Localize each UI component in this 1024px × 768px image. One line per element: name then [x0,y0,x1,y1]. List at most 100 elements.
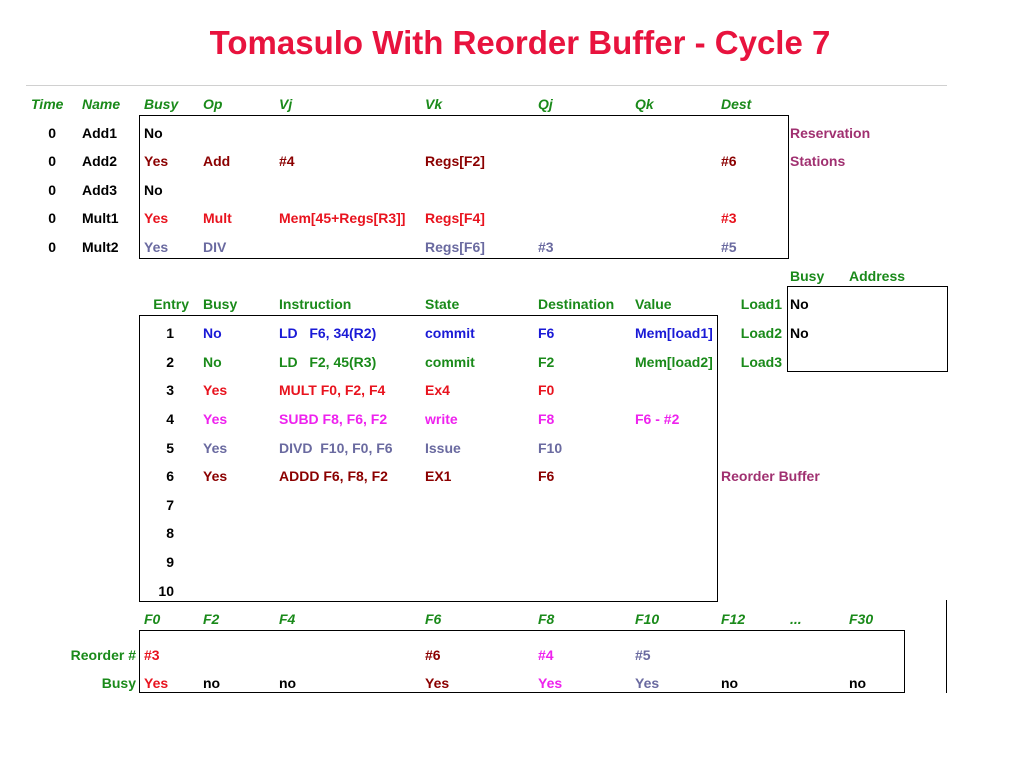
rs-op: Mult [203,210,232,226]
rob-entry: 2 [166,354,174,370]
reg-busy: Yes [425,675,450,691]
reg-busy: no [279,675,297,691]
reg-name: F10 [635,611,660,627]
register-status-right-edge [946,600,947,693]
rob-dest: F6 [538,325,555,341]
rob-state: commit [425,325,475,341]
rob-instr: SUBD F8, F6, F2 [279,411,388,427]
rs-time: 0 [48,153,56,169]
rs-name: Mult1 [82,210,119,226]
rob-header-value: Value [635,296,672,312]
rob-value: Mem[load1] [635,325,713,341]
reg-name: F2 [203,611,220,627]
rs-vj: #4 [279,153,295,169]
reg-name: F6 [425,611,442,627]
rs-time: 0 [48,125,56,141]
rob-entry: 10 [158,583,174,599]
reg-reorder: #6 [425,647,441,663]
reg-busy: Yes [538,675,563,691]
rob-busy: No [203,325,222,341]
rob-header-instruction: Instruction [279,296,352,312]
rs-header-qk: Qk [635,96,654,112]
rob-header-entry: Entry [153,296,189,312]
rob-instr: ADDD F6, F8, F2 [279,468,388,484]
rob-header-state: State [425,296,460,312]
rs-name: Add3 [82,182,117,198]
rob-busy: Yes [203,382,228,398]
reg-name: ... [790,611,802,627]
reg-busy-label: Busy [101,675,136,691]
rob-dest: F6 [538,468,555,484]
rs-time: 0 [48,210,56,226]
rob-instr: MULT F0, F2, F4 [279,382,386,398]
rob-entry: 8 [166,525,174,541]
rs-dest: #6 [721,153,737,169]
rs-vk: Regs[F4] [425,210,485,226]
rs-vj: Mem[45+Regs[R3]] [279,210,406,226]
rob-entry: 9 [166,554,174,570]
rob-state: commit [425,354,475,370]
rs-vk: Regs[F2] [425,153,485,169]
reg-name: F4 [279,611,296,627]
rob-dest: F0 [538,382,555,398]
rs-vk: Regs[F6] [425,239,485,255]
reg-busy: Yes [144,675,169,691]
reg-busy: no [721,675,739,691]
rob-state: Ex4 [425,382,450,398]
rob-label: Reorder Buffer [721,468,820,484]
rob-value: Mem[load2] [635,354,713,370]
rs-header-vk: Vk [425,96,443,112]
reg-busy: no [849,675,867,691]
rob-instr: DIVD F10, F0, F6 [279,440,393,456]
rs-header-busy: Busy [144,96,179,112]
rs-qj: #3 [538,239,554,255]
reg-busy: Yes [635,675,660,691]
rs-dest: #3 [721,210,737,226]
rob-entry: 3 [166,382,174,398]
reg-reorder: #5 [635,647,651,663]
load-name: Load2 [740,325,782,341]
reorder-buffer-box [139,315,718,602]
top-divider [26,85,947,86]
load-header-busy: Busy [790,268,825,284]
rs-name: Add2 [82,153,117,169]
rob-value: F6 - #2 [635,411,680,427]
load-buffers-box [787,286,948,372]
reg-busy: no [203,675,221,691]
rs-busy: No [144,182,163,198]
rob-state: write [425,411,458,427]
rs-header-time: Time [31,96,64,112]
rob-entry: 6 [166,468,174,484]
reg-name: F30 [849,611,874,627]
reg-reorder: #4 [538,647,554,663]
rob-entry: 5 [166,440,174,456]
rs-op: DIV [203,239,227,255]
rob-dest: F10 [538,440,563,456]
reg-name: F8 [538,611,555,627]
rs-label-stations: Stations [790,153,846,169]
rob-entry: 7 [166,497,174,513]
rs-busy: Yes [144,153,169,169]
load-busy: No [790,325,809,341]
reg-reorder-label: Reorder # [70,647,136,663]
rs-time: 0 [48,239,56,255]
rs-busy: Yes [144,210,169,226]
rob-header-destination: Destination [538,296,615,312]
rs-dest: #5 [721,239,737,255]
rob-dest: F2 [538,354,555,370]
reg-name: F0 [144,611,161,627]
rob-busy: Yes [203,468,228,484]
load-busy: No [790,296,809,312]
reservation-stations-box [139,115,789,259]
rob-entry: 4 [166,411,174,427]
rob-instr: LD F6, 34(R2) [279,325,377,341]
rs-op: Add [203,153,231,169]
load-name: Load1 [740,296,782,312]
rs-busy: No [144,125,163,141]
reg-reorder: #3 [144,647,160,663]
rs-header-op: Op [203,96,223,112]
rob-entry: 1 [166,325,174,341]
rs-label-reservation: Reservation [790,125,871,141]
rob-instr: LD F2, 45(R3) [279,354,377,370]
rs-header-dest: Dest [721,96,752,112]
